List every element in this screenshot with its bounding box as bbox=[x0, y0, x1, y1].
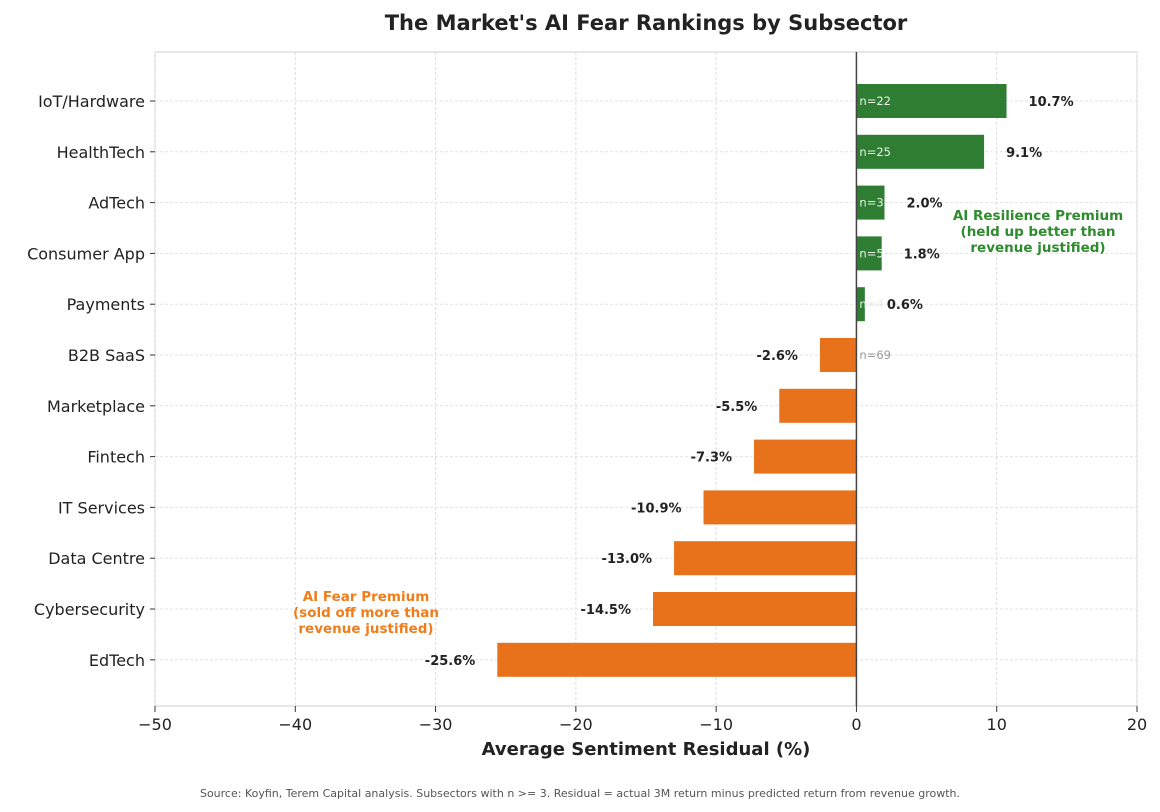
x-axis-label: Average Sentiment Residual (%) bbox=[482, 739, 811, 760]
bar bbox=[779, 388, 857, 423]
annotation-line: AI Fear Premium bbox=[303, 589, 430, 605]
category-label: Payments bbox=[67, 295, 145, 314]
fear-premium-annotation: AI Fear Premium (sold off more than revenu… bbox=[293, 589, 439, 637]
x-tick-label: −30 bbox=[419, 715, 453, 734]
category-label: B2B SaaS bbox=[68, 346, 145, 365]
value-label: -13.0% bbox=[602, 552, 653, 567]
x-ticks: −50 −40 −30 −20 −10 0 10 20 bbox=[138, 706, 1147, 734]
bar bbox=[497, 642, 857, 677]
bar bbox=[856, 287, 865, 322]
value-label: -14.5% bbox=[581, 603, 632, 618]
value-label: 10.7% bbox=[1029, 95, 1074, 110]
bar bbox=[856, 185, 885, 220]
n-count-label: n=25 bbox=[859, 145, 891, 159]
x-tick-label: −50 bbox=[138, 715, 172, 734]
value-label: -25.6% bbox=[425, 654, 476, 669]
value-label: -10.9% bbox=[631, 501, 682, 516]
category-label: Consumer App bbox=[27, 244, 145, 263]
resilience-annotation: AI Resilience Premium (held up better tha… bbox=[953, 208, 1123, 256]
bar bbox=[754, 439, 857, 474]
value-label: 0.6% bbox=[887, 298, 923, 313]
category-label: EdTech bbox=[89, 651, 145, 670]
x-tick-label: 10 bbox=[987, 715, 1007, 734]
x-tick-label: −20 bbox=[559, 715, 593, 734]
annotation-line: AI Resilience Premium bbox=[953, 208, 1123, 224]
value-label: 1.8% bbox=[904, 247, 940, 262]
bar bbox=[674, 541, 857, 576]
x-tick-label: −10 bbox=[699, 715, 733, 734]
annotation-line: revenue justified) bbox=[298, 621, 433, 637]
x-tick-label: 20 bbox=[1127, 715, 1147, 734]
bar bbox=[653, 592, 857, 626]
category-label: AdTech bbox=[88, 194, 145, 213]
annotation-line: (held up better than bbox=[961, 224, 1116, 240]
value-label: -7.3% bbox=[691, 451, 732, 466]
n-count-label: n=4 bbox=[859, 297, 883, 311]
source-note: Source: Koyfin, Terem Capital analysis. … bbox=[200, 787, 960, 800]
n-count-label: n=5 bbox=[859, 246, 883, 260]
value-label: 2.0% bbox=[906, 197, 942, 212]
value-label: -5.5% bbox=[716, 400, 757, 415]
category-label: HealthTech bbox=[57, 143, 145, 162]
category-labels: IoT/Hardware HealthTech AdTech Consumer App… bbox=[27, 92, 155, 670]
n-labels: n=22 n=25 n=3 n=5 n=4 n=69 bbox=[859, 94, 891, 362]
category-label: IoT/Hardware bbox=[38, 92, 145, 111]
n-count-label: n=22 bbox=[859, 94, 891, 108]
bar bbox=[703, 490, 857, 525]
x-tick-label: 0 bbox=[851, 715, 861, 734]
chart-title: The Market's AI Fear Rankings by Subsect… bbox=[385, 11, 908, 35]
category-label: Data Centre bbox=[48, 549, 145, 568]
category-label: IT Services bbox=[58, 498, 145, 517]
category-label: Marketplace bbox=[47, 397, 145, 416]
annotation-line: revenue justified) bbox=[970, 240, 1105, 256]
bar bbox=[819, 338, 857, 372]
value-labels: 10.7% 9.1% 2.0% 1.8% 0.6% -2.6% -5.5% -7.3% -10.… bbox=[425, 95, 1074, 669]
bars-group bbox=[497, 84, 1007, 677]
n-count-label: n=69 bbox=[859, 348, 891, 362]
category-label: Cybersecurity bbox=[34, 600, 145, 619]
bar bbox=[856, 84, 1007, 118]
value-label: -2.6% bbox=[757, 349, 798, 364]
value-label: 9.1% bbox=[1006, 146, 1042, 161]
bar bbox=[856, 236, 882, 271]
category-label: Fintech bbox=[87, 448, 145, 467]
x-tick-label: −40 bbox=[278, 715, 312, 734]
bar bbox=[856, 134, 985, 169]
n-count-label: n=3 bbox=[859, 196, 883, 210]
annotation-line: (sold off more than bbox=[293, 605, 439, 621]
